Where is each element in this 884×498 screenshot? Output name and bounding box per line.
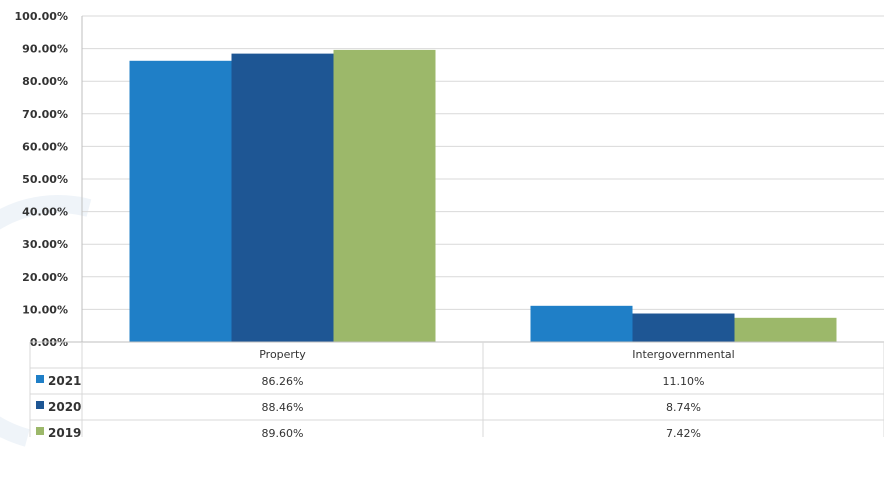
bar-intergovernmental-2020 (632, 313, 735, 342)
data-label: 8.74% (666, 401, 701, 414)
y-tick-label: 30.00% (22, 238, 68, 251)
y-tick-label: 60.00% (22, 140, 68, 153)
y-tick-label: 40.00% (22, 206, 68, 219)
data-label: 86.26% (262, 375, 304, 388)
legend-label-2019: 2019 (48, 426, 81, 437)
legend-swatch-2020 (36, 401, 44, 409)
bar-chart: 0.00%10.00%20.00%30.00%40.00%50.00%60.00… (15, 10, 884, 437)
legend-label-2020: 2020 (48, 400, 81, 414)
category-label: Property (259, 348, 306, 361)
legend-swatch-2021 (36, 375, 44, 383)
legend-label-2021: 2021 (48, 374, 81, 388)
data-label: 89.60% (262, 427, 304, 437)
data-label: 88.46% (262, 401, 304, 414)
y-tick-label: 50.00% (22, 173, 68, 186)
bar-intergovernmental-2019 (734, 317, 837, 342)
y-tick-label: 70.00% (22, 108, 68, 121)
bar-property-2021 (129, 60, 232, 343)
y-tick-label: 10.00% (22, 303, 68, 316)
bar-property-2020 (231, 53, 334, 343)
category-label: Intergovernmental (632, 348, 734, 361)
y-tick-label: 100.00% (15, 10, 68, 23)
data-label: 7.42% (666, 427, 701, 437)
y-tick-label: 20.00% (22, 271, 68, 284)
legend-swatch-2019 (36, 427, 44, 435)
bar-property-2019 (333, 49, 436, 343)
data-label: 11.10% (663, 375, 705, 388)
y-tick-label: 90.00% (22, 43, 68, 56)
y-tick-label: 80.00% (22, 75, 68, 88)
bar-intergovernmental-2021 (530, 305, 633, 342)
